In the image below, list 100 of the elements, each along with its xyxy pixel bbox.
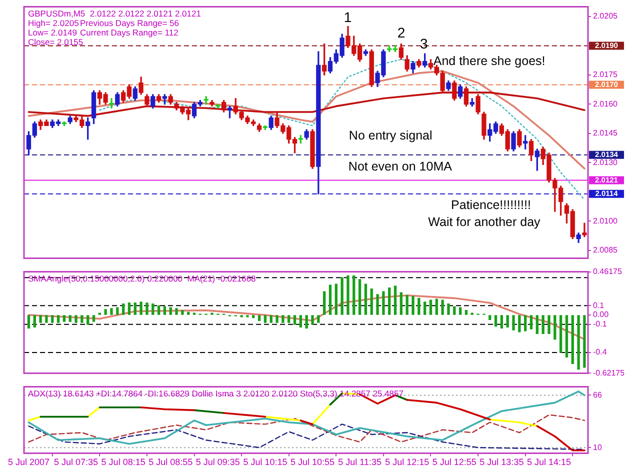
bar [27,315,30,328]
bar [282,315,284,323]
y-tick-label: 2.0160 [593,99,618,108]
bar [554,315,556,340]
bar [39,315,42,323]
bar [518,315,521,332]
bar [447,303,450,315]
annotation: Low= 2.0149 [28,27,78,38]
x-tick-label: 5 Jul 10:55 [290,457,335,468]
x-tick-label: 5 Jul 09:35 [196,457,240,468]
bar [542,315,544,334]
annotation: High= 2.0205 [28,18,80,28]
bar [488,315,492,320]
annotation: Wait for another day [428,215,542,230]
x-tick-label: 5 Jul 08:15 [101,457,146,468]
bar [152,303,154,315]
bar [140,302,142,315]
bar [500,315,504,328]
bar [299,315,302,328]
annotation: No entry signal [348,128,432,143]
bar [358,279,362,315]
bar [453,306,456,315]
bar [559,315,562,353]
bar [352,275,356,315]
annotation: Close= 2.0155 [28,36,84,47]
bar [530,315,533,330]
bar [311,315,314,325]
y-tick-label: 2.0100 [593,216,618,226]
bar [270,315,272,323]
line-series [28,424,586,450]
bar [424,302,426,315]
candlestick [109,98,114,108]
bar [92,315,96,322]
bar [524,315,527,332]
y-tick-label: 0.1 [593,300,605,310]
chart-title: GBPUSDm,M5 2.0122 2.0122 2.0121 2.0121 [28,8,202,18]
x-tick-label: 5 Jul 11:35 [338,457,382,468]
bar [464,310,468,315]
bar [317,315,320,323]
bar [506,315,509,328]
y-tick-label: 2.0175 [593,70,618,80]
bar [364,284,368,315]
bar [340,277,344,315]
x-tick-label: 5 Jul 12:15 [385,457,430,468]
x-tick-label: 5 Jul 13:35 [480,457,524,468]
bar [134,302,136,315]
bar [33,315,36,328]
bar [370,288,373,315]
bar [56,315,60,323]
bar [305,315,308,328]
x-tick-label: 5 Jul 10:15 [243,457,288,468]
x-tick-label: 5 Jul 2007 [8,457,50,468]
bar [62,315,66,322]
bar [494,315,498,327]
bar [548,315,550,334]
bar [394,286,397,315]
bar [382,291,385,315]
y-tick-label: -0.4 [593,348,608,357]
bar [104,309,107,315]
bar [376,294,379,315]
annotation: Previous Days Range= 56 [80,18,180,28]
bar [181,310,184,315]
y-tick-label: 10 [593,442,602,452]
y-tick-label: 0.46175 [593,267,622,276]
bar [346,275,350,315]
candlestick [582,222,587,238]
bar [264,315,267,323]
bar [400,292,403,315]
annotation: Current Days Range= 112 [80,27,179,38]
bar [80,315,84,323]
y-tick-label: 66 [593,390,602,400]
bar [86,315,90,325]
bar [110,308,113,315]
bar [512,315,515,330]
bar [187,312,190,315]
line-series [28,414,586,443]
bar [435,298,438,315]
x-tick-label: 5 Jul 08:55 [148,457,193,468]
bar [565,315,568,358]
annotation: Patience!!!!!!!!! [451,198,531,212]
annotation: 1 [344,9,352,26]
bar [116,307,119,315]
bar [252,315,255,318]
bar [571,315,574,364]
bar [577,315,580,370]
y-tick-label: 2.0145 [593,128,618,138]
bar [45,315,48,323]
bar [418,298,420,315]
bar [412,296,414,315]
bar [429,300,432,315]
bar [163,306,166,315]
bar [74,315,78,323]
bar [406,295,408,315]
bar [276,315,278,323]
x-tick-label: 5 Jul 14:15 [526,457,572,468]
x-tick-label: 5 Jul 12:55 [432,457,476,468]
y-tick-label: 0.00 [593,310,610,320]
y-tick-label: -0.62175 [593,368,625,378]
bar [258,315,261,321]
bar [536,315,538,334]
